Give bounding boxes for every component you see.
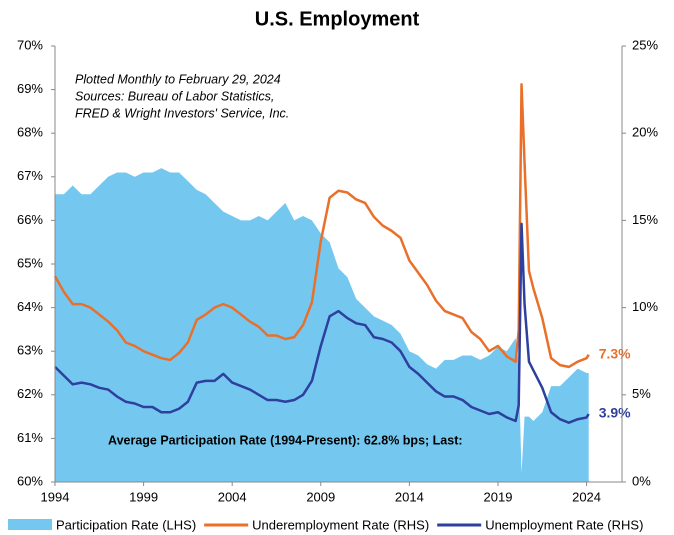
line — [54, 222, 590, 424]
x-tick-label: 1994 — [41, 489, 70, 504]
annotation: Sources: Bureau of Labor Statistics, — [75, 89, 274, 103]
x-tick-label: 1999 — [129, 489, 158, 504]
y2-tick-label: 15% — [632, 212, 658, 227]
line — [53, 83, 590, 369]
y-tick-label: 68% — [17, 125, 43, 140]
x-tick-label: 2009 — [306, 489, 335, 504]
value-label: 7.3% — [599, 345, 631, 361]
y-tick-label: 67% — [17, 168, 43, 183]
legend-label: Unemployment Rate (RHS) — [485, 517, 643, 532]
y-tick-label: 69% — [17, 81, 43, 96]
annotation: Plotted Monthly to February 29, 2024 — [75, 72, 281, 86]
y-tick-label: 62% — [17, 386, 43, 401]
y2-tick-label: 10% — [632, 299, 658, 314]
annotation: FRED & Wright Investors' Service, Inc. — [75, 106, 289, 120]
y2-tick-label: 5% — [632, 386, 651, 401]
y2-tick-label: 0% — [632, 473, 651, 488]
legend-swatch — [8, 519, 52, 530]
y-tick-label: 61% — [17, 430, 43, 445]
y-tick-label: 64% — [17, 299, 43, 314]
annotation: Average Participation Rate (1994-Present… — [108, 433, 463, 447]
y2-tick-label: 25% — [632, 37, 658, 52]
x-tick-label: 2004 — [218, 489, 247, 504]
x-tick-label: 2014 — [395, 489, 424, 504]
area — [55, 168, 589, 482]
y-tick-label: 70% — [17, 37, 43, 52]
legend-label: Underemployment Rate (RHS) — [252, 517, 429, 532]
value-label: 3.9% — [599, 405, 631, 421]
y-tick-label: 65% — [17, 255, 43, 270]
legend-label: Participation Rate (LHS) — [56, 517, 196, 532]
y-tick-label: 66% — [17, 212, 43, 227]
x-tick-label: 2024 — [572, 489, 601, 504]
x-tick-label: 2019 — [484, 489, 513, 504]
y2-tick-label: 20% — [632, 125, 658, 140]
chart-title: U.S. Employment — [255, 8, 420, 30]
y-tick-label: 63% — [17, 343, 43, 358]
y-tick-label: 60% — [17, 473, 43, 488]
